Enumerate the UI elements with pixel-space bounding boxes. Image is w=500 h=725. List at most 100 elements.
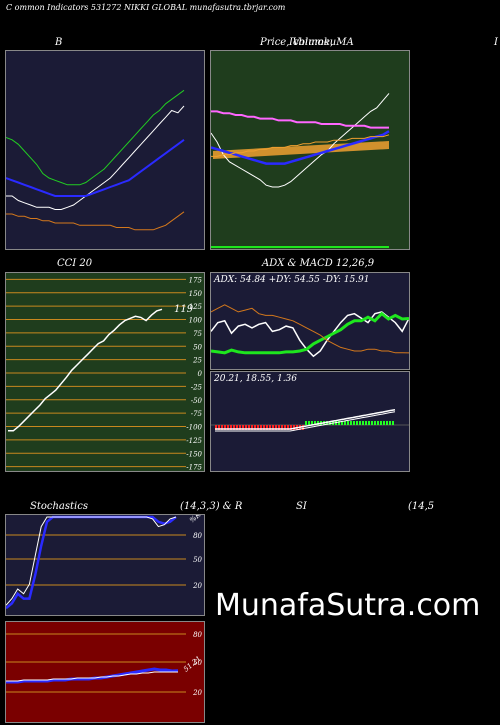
macd-hist-bar bbox=[233, 425, 235, 430]
cci-tick-label: -25 bbox=[191, 383, 203, 391]
macd-hist-bar bbox=[338, 421, 340, 425]
macd-hist-bar bbox=[242, 425, 244, 430]
adx-panel bbox=[210, 272, 410, 370]
macd-hist-bar bbox=[236, 425, 238, 430]
price-chart bbox=[211, 93, 390, 248]
bb-series-3 bbox=[6, 211, 185, 231]
macd-hist-bar bbox=[215, 425, 217, 430]
cci-tick-label: 0 bbox=[198, 370, 203, 378]
bb-series-2 bbox=[6, 138, 185, 197]
stoch-panel: 80 50 20 %K bbox=[5, 514, 205, 616]
cci-series-0 bbox=[8, 308, 163, 432]
rsi-title-right: (14,5 bbox=[408, 501, 435, 512]
rsi-panel: 80 50 20 51.21 bbox=[5, 621, 205, 723]
macd-hist-bar bbox=[269, 425, 271, 430]
cci-tick-label: 50 bbox=[193, 343, 202, 351]
price-series-1 bbox=[211, 110, 389, 129]
macd-hist-bar bbox=[272, 425, 274, 430]
cci-tick-label: -100 bbox=[186, 424, 202, 432]
macd-hist-bar bbox=[350, 421, 352, 425]
macd-hist-bar bbox=[329, 421, 331, 425]
cci-tick-label: -75 bbox=[191, 410, 203, 418]
adx-series-1 bbox=[211, 311, 409, 355]
macd-hist-bar bbox=[251, 425, 253, 430]
macd-hist-bar bbox=[347, 421, 349, 425]
macd-hist-bar bbox=[260, 425, 262, 430]
macd-hist-bar bbox=[311, 421, 313, 425]
macd-hist-bar bbox=[368, 421, 370, 425]
macd-hist-bar bbox=[353, 421, 355, 425]
rsi-tick-label: 50 bbox=[193, 659, 202, 667]
macd-hist-bar bbox=[266, 425, 268, 430]
stoch-rotated-label: %K bbox=[188, 515, 203, 525]
macd-hist-bar bbox=[278, 425, 280, 430]
cci-chart: 175 150 125 100 75 50 25 0 -25 -50 -75 -100 -125 -150… bbox=[6, 276, 203, 471]
macd-hist-bar bbox=[227, 425, 229, 430]
macd-hist-bar bbox=[308, 421, 310, 425]
cci-value-label: 119 bbox=[174, 304, 194, 315]
macd-hist-bar bbox=[314, 421, 316, 425]
macd-hist-bar bbox=[284, 425, 286, 430]
price-series-0 bbox=[211, 93, 390, 188]
macd-hist-bar bbox=[257, 425, 259, 430]
stoch-chart: 80 50 20 %K bbox=[6, 515, 203, 610]
cci-panel: 175 150 125 100 75 50 25 0 -25 -50 -75 -100 -125 -150… bbox=[5, 272, 205, 472]
macd-hist-bar bbox=[221, 425, 223, 430]
macd-hist-bar bbox=[359, 421, 361, 425]
cci-tick-label: 150 bbox=[189, 290, 203, 298]
cci-tick-label: 25 bbox=[192, 357, 202, 365]
rsi-tick-label: 20 bbox=[192, 689, 202, 697]
macd-hist-bar bbox=[389, 421, 391, 425]
cci-tick-label: -150 bbox=[186, 450, 202, 458]
watermark: MunafaSutra.com bbox=[215, 588, 481, 623]
adx-title: ADX & MACD 12,26,9 bbox=[262, 258, 375, 269]
macd-hist-bar bbox=[383, 421, 385, 425]
cci-tick-label: 125 bbox=[189, 303, 203, 311]
adx-readout: ADX: 54.84 +DY: 54.55 -DY: 15.91 bbox=[214, 275, 370, 285]
macd-hist-bar bbox=[362, 421, 364, 425]
bb-series-0 bbox=[6, 105, 185, 210]
macd-hist-bar bbox=[281, 425, 283, 430]
bb-panel bbox=[5, 50, 205, 250]
macd-hist-bar bbox=[218, 425, 220, 430]
macd-hist-bar bbox=[341, 421, 343, 425]
macd-hist-bar bbox=[302, 425, 304, 430]
macd-hist-bar bbox=[365, 421, 367, 425]
macd-hist-bar bbox=[248, 425, 250, 430]
cci-title: CCI 20 bbox=[57, 258, 93, 269]
adx-chart bbox=[211, 304, 409, 358]
rsi-series-1 bbox=[6, 671, 178, 682]
rsi-tick-label: 80 bbox=[193, 631, 202, 639]
macd-hist-bar bbox=[305, 421, 307, 425]
adx-series-2 bbox=[211, 304, 409, 354]
macd-hist-bar bbox=[392, 421, 394, 425]
macd-line bbox=[215, 409, 396, 430]
price-overlay-label: Ichimoku bbox=[289, 37, 337, 48]
macd-hist-bar bbox=[344, 421, 346, 425]
stoch-title-left: Stochastics bbox=[30, 501, 88, 512]
stoch-series-0 bbox=[6, 515, 177, 610]
macd-hist-bar bbox=[371, 421, 373, 425]
macd-hist-bar bbox=[287, 425, 289, 430]
macd-hist-bar bbox=[245, 425, 247, 430]
macd-chart bbox=[211, 409, 409, 432]
stoch-tick-label: 80 bbox=[193, 532, 202, 540]
macd-readout: 20.21, 18.55, 1.36 bbox=[214, 374, 298, 384]
macd-hist-bar bbox=[377, 421, 379, 425]
macd-hist-bar bbox=[374, 421, 376, 425]
rsi-title-mid: SI bbox=[296, 501, 307, 512]
macd-hist-bar bbox=[263, 425, 265, 430]
price-series-3 bbox=[211, 134, 390, 157]
cci-tick-label: -125 bbox=[186, 437, 202, 445]
bb-chart bbox=[6, 89, 185, 231]
macd-hist-bar bbox=[326, 421, 328, 425]
macd-hist-bar bbox=[293, 425, 295, 430]
macd-hist-bar bbox=[224, 425, 226, 430]
cci-tick-label: -50 bbox=[191, 397, 203, 405]
macd-hist-bar bbox=[317, 421, 319, 425]
cci-tick-label: 75 bbox=[193, 330, 202, 338]
stoch-title-mid: (14,3,3) & R bbox=[180, 501, 243, 512]
stoch-tick-label: 50 bbox=[193, 556, 202, 564]
cci-tick-label: 175 bbox=[189, 276, 203, 284]
cci-tick-label: -175 bbox=[186, 464, 202, 471]
